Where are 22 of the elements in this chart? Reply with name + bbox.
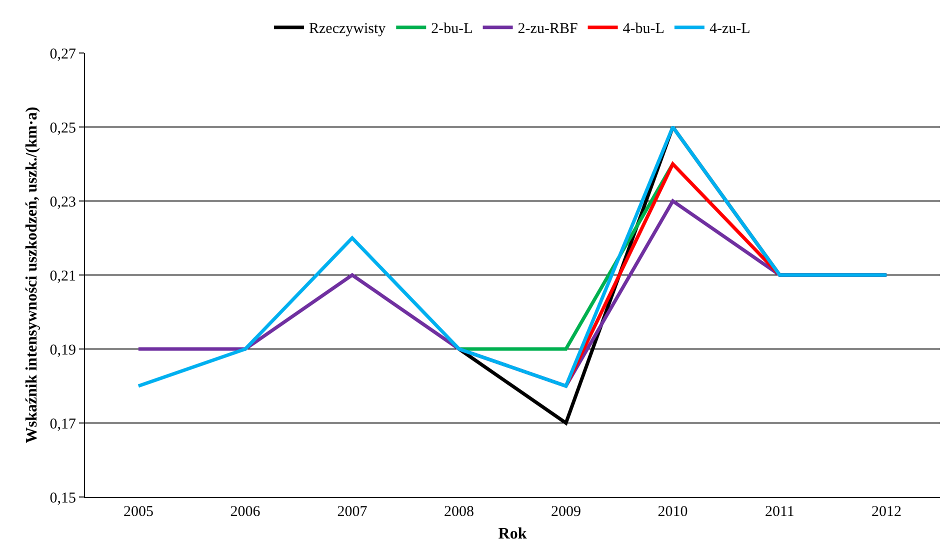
y-tick-label: 0,23 <box>50 194 76 210</box>
x-tick-label: 2012 <box>872 504 902 520</box>
y-tick-label: 0,15 <box>50 490 76 506</box>
legend-label: 2-zu-RBF <box>518 21 578 38</box>
y-tick-label: 0,17 <box>50 416 76 432</box>
x-tick-label: 2010 <box>658 504 688 520</box>
x-tick-label: 2009 <box>550 504 581 520</box>
legend-label: 4-bu-L <box>622 21 664 38</box>
x-tick-label: 2008 <box>444 504 474 520</box>
y-tick-label: 0,25 <box>50 120 76 136</box>
x-tick-label: 2005 <box>123 504 154 520</box>
x-axis-title: Rok <box>498 526 527 543</box>
legend-label: 2-bu-L <box>431 21 473 38</box>
y-tick-label: 0,19 <box>50 342 76 358</box>
x-tick-label: 2007 <box>337 504 368 520</box>
legend-label: Rzeczywisty <box>309 21 386 38</box>
legend-label: 4-zu-L <box>709 21 750 38</box>
y-tick-label: 0,27 <box>50 46 76 62</box>
x-tick-label: 2011 <box>764 504 794 520</box>
y-tick-label: 0,21 <box>50 268 76 284</box>
x-tick-label: 2006 <box>230 504 261 520</box>
y-axis-title: Wskaźnik intensywności uszkodzeń, uszk./(km·a) <box>24 106 41 444</box>
